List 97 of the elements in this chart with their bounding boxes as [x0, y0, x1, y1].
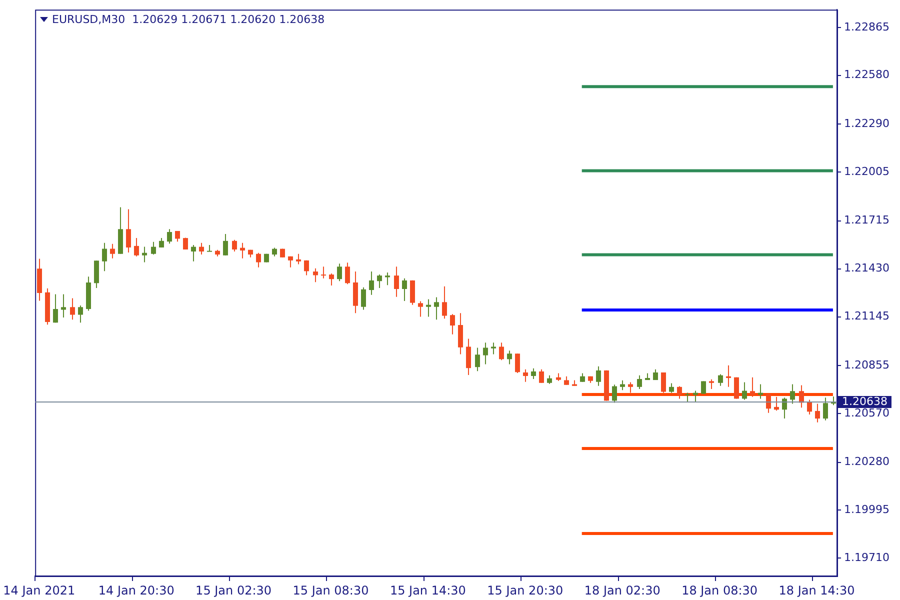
y-tick-label: 1.21715: [844, 214, 890, 227]
candlestick: [637, 374, 642, 390]
candlestick: [620, 380, 625, 391]
candlestick: [207, 244, 212, 252]
candlestick: [337, 263, 342, 282]
candlestick: [774, 396, 779, 412]
candlestick: [232, 239, 237, 252]
x-tick-label: 18 Jan 02:30: [584, 583, 660, 598]
candlestick: [709, 378, 714, 390]
candlestick: [313, 268, 318, 283]
candlestick: [782, 397, 787, 420]
candlestick: [61, 294, 66, 318]
candlestick: [466, 338, 471, 376]
candlestick: [53, 294, 58, 324]
candlestick: [102, 242, 107, 272]
candlestick: [321, 266, 326, 279]
y-tick-label: 1.20280: [844, 455, 890, 468]
candlestick: [361, 286, 366, 310]
candlestick: [823, 397, 828, 421]
candlestick: [693, 390, 698, 402]
candlestick: [223, 234, 228, 256]
candlestick: [523, 368, 528, 382]
candlestick: [151, 241, 156, 256]
ref-line-label: 1.20638: [842, 394, 888, 408]
candlestick: [790, 384, 795, 404]
candlestick: [94, 260, 99, 289]
candlestick: [402, 278, 407, 302]
chart-title: EURUSD,M30 1.20629 1.20671 1.20620 1.20638: [52, 13, 325, 26]
y-tick-label: 1.21430: [844, 262, 890, 275]
candlestick: [661, 372, 666, 394]
candlestick: [742, 382, 747, 400]
y-tick-label: 1.19710: [844, 551, 890, 564]
candlestick: [70, 298, 75, 320]
candlestick: [499, 342, 504, 361]
candlestick: [766, 393, 771, 414]
candlestick: [240, 242, 245, 259]
candlestick: [353, 271, 358, 314]
y-tick-label: 1.22005: [844, 164, 890, 178]
y-tick-label: 1.22865: [844, 20, 890, 34]
y-tick-label: 1.20855: [844, 358, 890, 372]
x-tick-label: 18 Jan 14:30: [778, 583, 855, 598]
x-tick-label: 15 Jan 14:30: [390, 583, 466, 598]
x-tick-label: 14 Jan 20:30: [98, 583, 174, 598]
candlestick: [256, 252, 261, 268]
candlestick: [369, 271, 374, 296]
y-tick-label: 1.22580: [844, 68, 890, 82]
candlestick: [110, 243, 115, 259]
candlestick: [329, 273, 334, 286]
candlestick: [434, 296, 439, 320]
candlestick: [491, 342, 496, 355]
candlestick: [418, 300, 423, 318]
y-tick-label: 1.22290: [844, 117, 890, 130]
candlestick: [799, 384, 804, 408]
candlestick: [807, 399, 812, 416]
candlestick: [377, 274, 382, 289]
candlestick: [296, 253, 301, 265]
candlestick: [669, 382, 674, 394]
x-tick-label: 14 Jan 2021: [3, 583, 76, 598]
candlestick: [507, 350, 512, 365]
candlestick: [167, 228, 172, 244]
candlestick: [426, 298, 431, 318]
candlestick: [515, 353, 520, 374]
candlestick: [142, 246, 147, 263]
candlestick: [458, 312, 463, 355]
x-tick-label: 15 Jan 02:30: [196, 583, 272, 598]
candlestick: [596, 366, 601, 386]
candlestick: [183, 237, 188, 250]
candlestick: [815, 403, 820, 423]
candlestick: [134, 238, 139, 257]
candlestick: [159, 238, 164, 248]
candlestick: [531, 368, 536, 380]
candlestick: [345, 262, 350, 285]
candlestick: [701, 380, 706, 394]
candlestick: [628, 382, 633, 394]
y-tick-label: 1.19995: [844, 503, 890, 516]
x-tick-label: 15 Jan 20:30: [487, 583, 564, 598]
x-tick-label: 15 Jan 08:30: [292, 583, 369, 598]
candlestick: [483, 342, 488, 365]
candlestick: [126, 208, 131, 254]
candlestick: [718, 374, 723, 386]
candlestick: [199, 242, 204, 256]
candlestick: [410, 280, 415, 306]
candlestick: [442, 286, 447, 320]
y-tick-label: 1.20570: [844, 406, 890, 420]
candlestick: [758, 384, 763, 400]
candlestick: [475, 347, 480, 372]
candlestick: [394, 266, 399, 298]
candlestick: [677, 386, 682, 400]
candlestick: [304, 260, 309, 276]
candlestick: [612, 384, 617, 404]
candlestick: [450, 314, 455, 335]
candlestick: [539, 368, 544, 384]
candlestick: [750, 376, 755, 398]
candlestick: [191, 244, 196, 262]
candlestick: [78, 305, 83, 324]
y-tick-label: 1.21145: [844, 310, 890, 323]
x-tick-label: 18 Jan 08:30: [682, 583, 758, 598]
